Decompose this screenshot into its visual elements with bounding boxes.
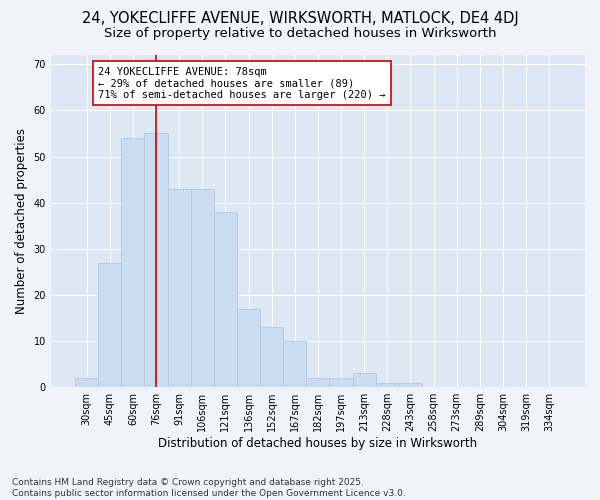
X-axis label: Distribution of detached houses by size in Wirksworth: Distribution of detached houses by size …: [158, 437, 478, 450]
Bar: [283, 341, 307, 387]
Bar: [191, 189, 214, 387]
Text: Contains HM Land Registry data © Crown copyright and database right 2025.
Contai: Contains HM Land Registry data © Crown c…: [12, 478, 406, 498]
Bar: [121, 138, 145, 387]
Bar: [145, 134, 167, 387]
Bar: [353, 374, 376, 387]
Text: 24, YOKECLIFFE AVENUE, WIRKSWORTH, MATLOCK, DE4 4DJ: 24, YOKECLIFFE AVENUE, WIRKSWORTH, MATLO…: [82, 12, 518, 26]
Bar: [329, 378, 353, 387]
Bar: [98, 262, 121, 387]
Bar: [260, 327, 283, 387]
Bar: [214, 212, 237, 387]
Bar: [167, 189, 191, 387]
Text: Size of property relative to detached houses in Wirksworth: Size of property relative to detached ho…: [104, 28, 496, 40]
Bar: [237, 309, 260, 387]
Y-axis label: Number of detached properties: Number of detached properties: [15, 128, 28, 314]
Text: 24 YOKECLIFFE AVENUE: 78sqm
← 29% of detached houses are smaller (89)
71% of sem: 24 YOKECLIFFE AVENUE: 78sqm ← 29% of det…: [98, 66, 386, 100]
Bar: [75, 378, 98, 387]
Bar: [376, 382, 399, 387]
Bar: [307, 378, 329, 387]
Bar: [399, 382, 422, 387]
